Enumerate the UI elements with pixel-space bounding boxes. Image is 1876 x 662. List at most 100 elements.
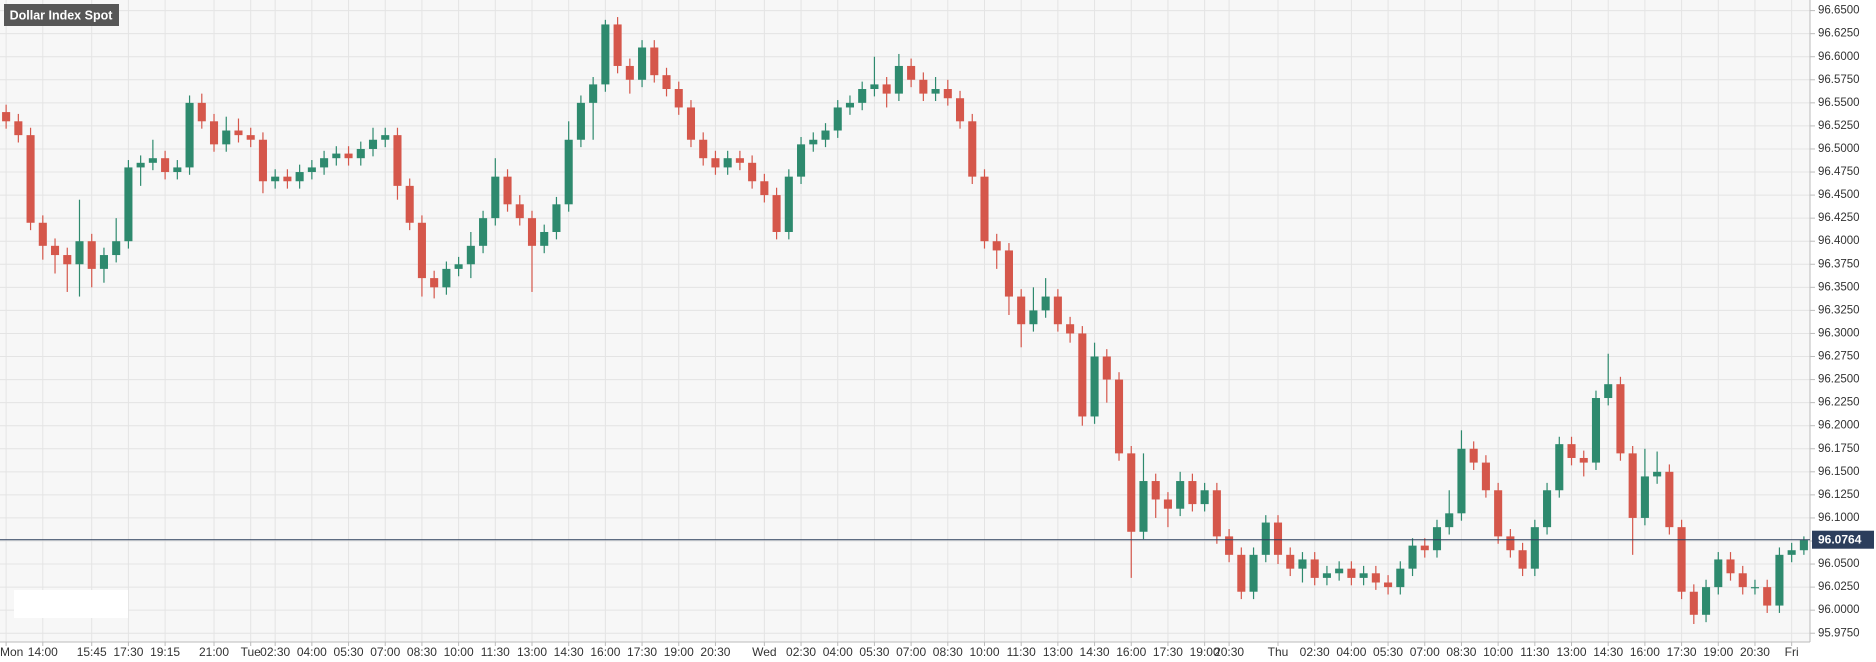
candle-body: [466, 245, 475, 265]
y-tick-label: 96.3250: [1818, 304, 1860, 316]
candle-body: [515, 204, 524, 219]
y-tick-label: 96.6000: [1818, 51, 1860, 63]
x-tick-label: 19:00: [1703, 645, 1733, 659]
title-box: [4, 4, 119, 26]
candle-body: [283, 176, 292, 182]
x-tick-label: 04:00: [297, 645, 327, 659]
candle-body: [1543, 490, 1552, 528]
candle-body: [1445, 513, 1454, 528]
x-tick-label: Tue: [241, 645, 262, 659]
candle-body: [1702, 587, 1711, 615]
candle-body: [576, 102, 585, 140]
y-tick-label: 96.1500: [1818, 466, 1860, 478]
x-tick-label: 07:00: [896, 645, 926, 659]
y-tick-label: 96.2750: [1818, 351, 1860, 363]
candle-body: [723, 158, 732, 168]
candle-body: [1653, 471, 1662, 477]
candle-body: [26, 135, 35, 223]
y-tick-label: 96.5250: [1818, 120, 1860, 132]
candle-body: [1139, 481, 1148, 532]
y-tick-label: 96.3000: [1818, 327, 1860, 339]
candle-body: [711, 158, 720, 168]
candle-body: [161, 158, 170, 173]
y-tick-label: 96.0500: [1818, 558, 1860, 570]
candle-body: [368, 139, 378, 149]
x-tick-label: Thu: [1268, 645, 1289, 659]
candle-body: [1494, 490, 1503, 537]
candle-body: [1212, 490, 1221, 537]
x-tick-label: 20:30: [1214, 645, 1244, 659]
last-price-label: 96.0764: [1818, 532, 1862, 546]
candle-body: [1677, 527, 1686, 592]
candle-body: [1555, 444, 1564, 491]
candle-body: [1066, 324, 1075, 334]
x-tick-label: 21:00: [199, 645, 229, 659]
y-tick-label: 96.0250: [1818, 581, 1860, 593]
x-tick-label: 13:00: [1043, 645, 1073, 659]
candle-body: [124, 167, 133, 242]
candle-body: [527, 218, 537, 246]
candle-body: [686, 107, 696, 140]
x-tick-label: 07:00: [370, 645, 400, 659]
candle-body: [931, 89, 940, 94]
candle-body: [894, 65, 903, 94]
x-tick-label: 02:30: [1300, 645, 1330, 659]
x-tick-label: 13:00: [517, 645, 547, 659]
candle-body: [1359, 573, 1368, 578]
y-tick-label: 96.5500: [1818, 97, 1860, 109]
y-tick-label: 96.3750: [1818, 258, 1860, 270]
y-tick-label: 96.0000: [1818, 604, 1860, 616]
candle-body: [1298, 559, 1307, 569]
candle-body: [99, 255, 108, 269]
candle-body: [980, 176, 989, 242]
candle-body: [870, 84, 879, 90]
candle-body: [1689, 591, 1698, 615]
candle-body: [393, 135, 402, 186]
candle-body: [320, 158, 329, 168]
x-tick-label: 10:00: [444, 645, 474, 659]
last-price-tag: [1812, 530, 1874, 549]
x-tick-label: Wed: [752, 645, 776, 659]
candle-body: [809, 139, 818, 145]
candle-body: [699, 139, 708, 159]
candle-body: [1053, 296, 1062, 325]
candle-body: [1041, 296, 1050, 311]
candle-body: [197, 102, 206, 122]
candle-body: [14, 121, 23, 136]
candle-body: [1432, 527, 1442, 551]
x-tick-label: 02:30: [786, 645, 816, 659]
x-tick-label: 08:30: [1446, 645, 1476, 659]
candle-body: [1750, 587, 1760, 589]
candle-body: [1188, 481, 1197, 505]
candle-body: [784, 176, 793, 232]
candle-body: [943, 89, 952, 99]
candle-body: [1371, 573, 1380, 583]
candle-body: [2, 112, 11, 122]
blank-box: [14, 590, 128, 618]
candle-body: [295, 172, 304, 182]
candle-body: [882, 84, 891, 94]
candle-body: [258, 139, 267, 182]
x-tick-label: 14:30: [1080, 645, 1110, 659]
candle-body: [589, 84, 598, 103]
y-tick-label: 96.2000: [1818, 420, 1860, 432]
candle-body: [1408, 545, 1417, 569]
candle-body: [1763, 587, 1772, 606]
y-tick-label: 96.2500: [1818, 374, 1860, 386]
x-tick-label: 04:00: [1336, 645, 1366, 659]
candle-body: [1775, 554, 1784, 606]
candle-body: [75, 241, 84, 265]
candle-body: [1396, 568, 1405, 588]
candle-body: [858, 89, 867, 103]
x-tick-label: 08:30: [933, 645, 963, 659]
candle-body: [601, 24, 610, 85]
x-tick-label: 17:30: [1667, 645, 1697, 659]
candle-body: [1457, 448, 1466, 514]
candle-body: [1004, 250, 1013, 297]
x-tick-label: 15:45: [77, 645, 107, 659]
x-tick-label: 19:00: [664, 645, 694, 659]
candle-body: [1799, 540, 1808, 551]
candle-body: [503, 176, 512, 205]
x-tick-label: 04:00: [823, 645, 853, 659]
